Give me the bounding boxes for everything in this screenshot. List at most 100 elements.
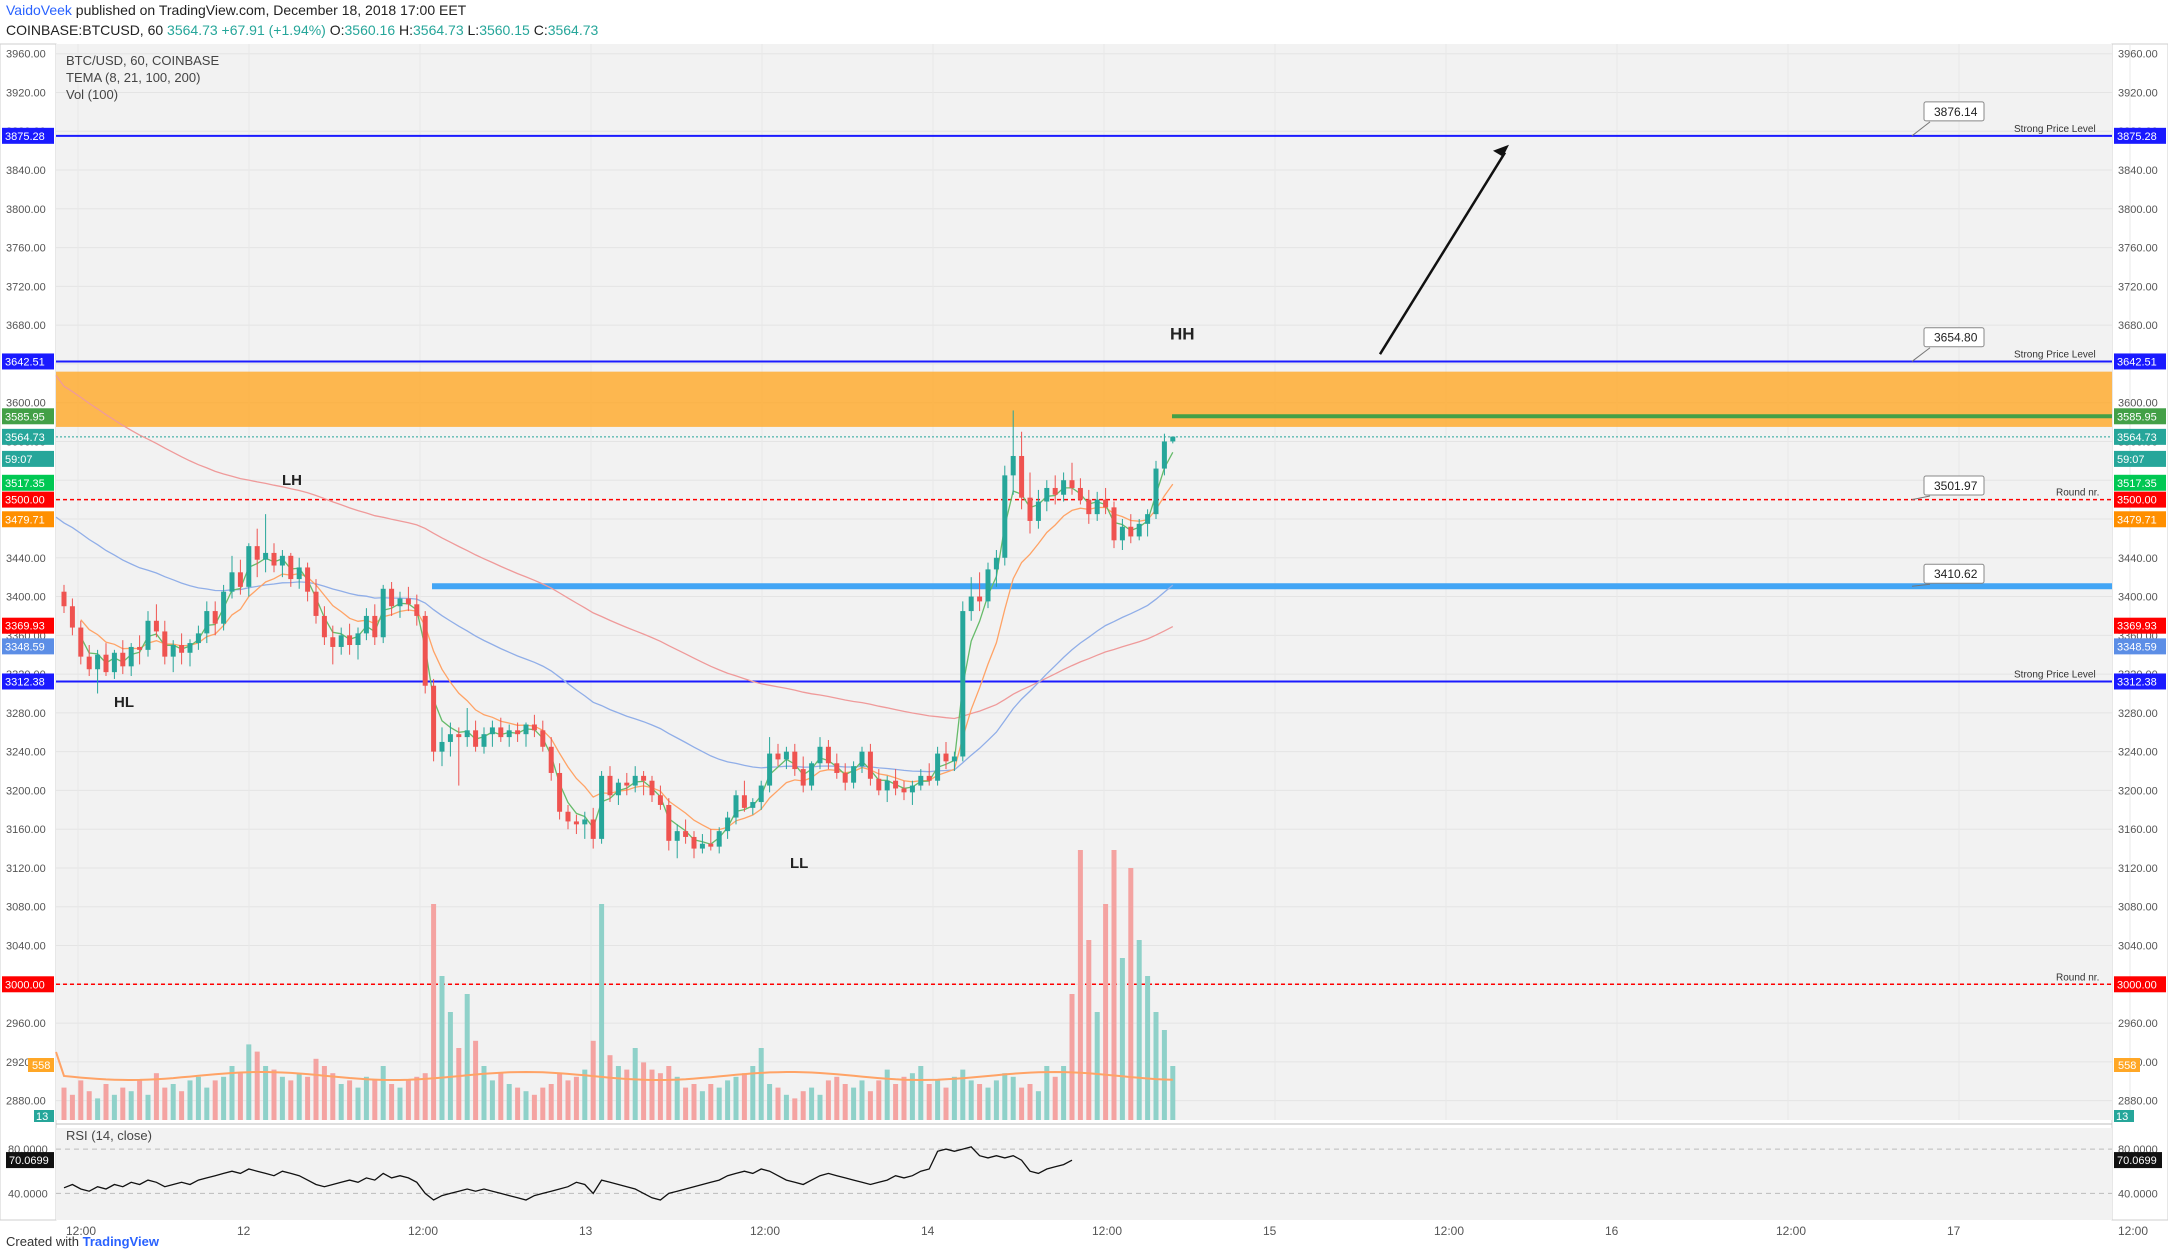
callout-pointer-3 [1911,583,1931,587]
candle-body-128 [1136,523,1142,537]
volume-bar-119 [1061,1066,1067,1120]
volume-bar-123 [1094,1012,1100,1120]
callout-pointer-0 [1911,121,1931,137]
volume-bar-30 [313,1058,319,1120]
volume-bar-63 [590,1040,596,1120]
volume-bar-103 [926,1084,932,1120]
right-badge-2-bg [2114,408,2166,425]
x-tick-8: 12:00 [1434,1224,1464,1238]
candle-body-30 [313,591,319,616]
volume-bar-24 [263,1066,269,1120]
author-link[interactable]: VaidoVeek [6,2,72,18]
strong-level-text-1: Strong Price Level [2014,349,2096,360]
callout-text-0: 3876.14 [1934,105,1978,119]
volume-bar-19 [221,1076,227,1120]
candle-body-26 [279,555,285,566]
candle-body-109 [977,596,983,602]
right-badge-5: 3500.00 [2117,495,2157,507]
candle-body-57 [540,730,546,747]
y-tick-right-18: 3600.00 [2118,398,2158,410]
volume-bar-117 [1044,1066,1050,1120]
volume-bar-65 [607,1055,613,1120]
footer: Created with TradingView [6,1234,159,1249]
candle-body-87 [792,751,798,770]
candle-body-113 [1010,455,1016,476]
candle-body-81 [741,795,747,808]
candle-body-8 [128,646,134,667]
volume-bar-94 [851,1087,857,1120]
x-tick-0: 12:00 [66,1224,96,1238]
volume-bar-76 [699,1091,705,1120]
resistance-zone [56,371,2112,427]
candle-body-13 [170,645,176,657]
right-badge-0-bg [2114,127,2166,144]
right-badge-1-bg [2114,353,2166,370]
volume-bar-97 [876,1080,882,1120]
volume-bar-79 [725,1080,731,1120]
right-badge-8-bg [2114,638,2166,655]
right-badge-4: 3517.35 [2117,478,2157,490]
candle-body-25 [271,552,277,566]
volume-bar-88 [800,1091,806,1120]
y-tick-left-8: 3200.00 [6,785,46,797]
candle-body-111 [993,557,999,570]
volume-bar-121 [1077,850,1083,1120]
x-tick-7: 15 [1263,1224,1277,1238]
volume-ma-line [55,1051,1173,1082]
left-rsi-badge-bg [6,1152,54,1169]
volume-bar-92 [834,1076,840,1120]
x-tick-2: 12:00 [408,1224,438,1238]
volume-bar-125 [1111,850,1117,1120]
right-badge-6: 3479.71 [2117,514,2157,526]
y-tick-right-0: 2880.00 [2118,1096,2158,1108]
right-badge-7-bg [2114,617,2166,634]
volume-bar-1 [69,1094,75,1120]
callout-text-3: 3410.62 [1934,567,1978,581]
candle-body-114 [1019,455,1025,498]
right-rsi-badge: 70.0699 [2117,1155,2157,1167]
candle-body-46 [447,734,453,742]
candle-body-73 [674,831,680,841]
candle-body-35 [355,633,361,646]
left-badge-0-bg [2,127,54,144]
candle-body-42 [414,604,420,616]
y-tick-left-14: 3440.00 [6,553,46,565]
volume-bar-110 [985,1087,991,1120]
volume-bar-107 [960,1069,966,1120]
right-badge-2: 3585.95 [2117,411,2157,423]
volume-bar-0 [61,1087,67,1120]
legend-tema[interactable]: TEMA (8, 21, 100, 200) [66,70,201,85]
right-countdown-badge-bg [2114,450,2166,467]
volume-bar-98 [884,1069,890,1120]
tradingview-logo[interactable]: TradingView [82,1234,159,1249]
y-tick-left-23: 3800.00 [6,204,46,216]
right-badge-6-bg [2114,511,2166,528]
candle-body-105 [943,753,949,762]
volume-bar-29 [305,1076,311,1120]
candle-body-24 [263,552,269,560]
legend-volume[interactable]: Vol (100) [66,87,119,102]
candle-body-21 [237,572,243,587]
right-badge-5-bg [2114,491,2166,508]
y-tick-right-8: 3200.00 [2118,785,2158,797]
candle-body-124 [1103,499,1109,508]
strong-level-text-2: Strong Price Level [2014,669,2096,680]
legend-rsi[interactable]: RSI (14, close) [66,1128,152,1143]
candle-body-119 [1061,480,1067,495]
volume-bar-27 [288,1080,294,1120]
left-badge-2: 3585.95 [5,411,45,423]
volume-bar-21 [237,1073,243,1120]
candle-body-80 [733,795,739,818]
candle-body-82 [750,802,756,808]
volume-bar-104 [935,1080,941,1120]
candle-body-37 [372,615,378,638]
candle-body-44 [431,685,437,752]
y-tick-right-9: 3240.00 [2118,747,2158,759]
candle-body-32 [330,637,336,647]
candle-body-108 [968,596,974,612]
symbol-label: COINBASE:BTCUSD, 60 [6,22,164,38]
right-badge-9-bg [2114,673,2166,690]
volume-bar-33 [338,1084,344,1120]
projection-arrowhead [1493,144,1509,157]
